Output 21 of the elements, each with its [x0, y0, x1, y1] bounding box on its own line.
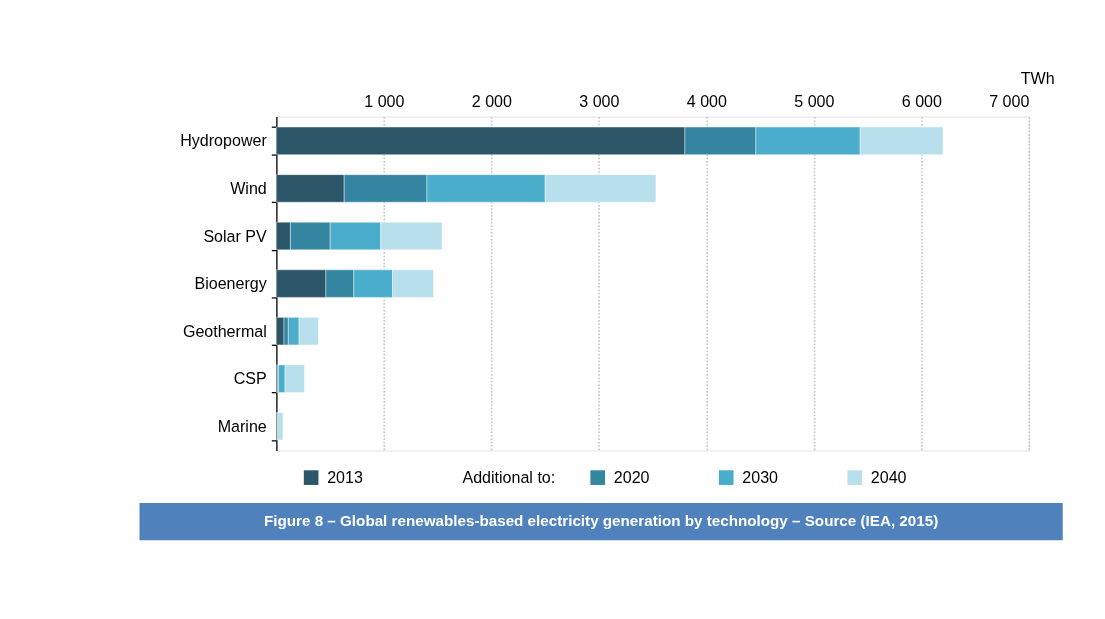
x-tick-label: 3 000 [579, 91, 620, 110]
legend-label: 2040 [870, 467, 907, 486]
y-tick-label: Marine [217, 416, 267, 435]
text: Figure 8 – Global renewables-based electricity generation by technology – Source (IEA, 2015) [264, 511, 939, 529]
x-tick-label: 6 000 [901, 91, 942, 110]
legend-label: 2030 [742, 467, 779, 486]
y-tick-label: Geothermal [182, 321, 267, 340]
y-tick-label: Wind [230, 178, 267, 197]
x-axis-title: TWh [1020, 69, 1055, 88]
x-tick-label: 2 000 [471, 91, 513, 110]
legend-label: 2020 [613, 467, 650, 486]
x-tick-label: 4 000 [686, 91, 727, 110]
x-tick-label: 1 000 [364, 91, 405, 110]
y-tick-label: Hydropower [180, 131, 268, 150]
x-tick-label: 7 000 [989, 91, 1030, 110]
y-tick-label: CSP [233, 369, 267, 388]
y-tick-label: Solar PV [203, 226, 268, 245]
x-tick-label: 5 000 [794, 91, 835, 110]
y-tick-label: Bioenergy [194, 274, 267, 293]
legend-label: 2013 [327, 467, 363, 486]
text: Additional to: [462, 467, 556, 486]
